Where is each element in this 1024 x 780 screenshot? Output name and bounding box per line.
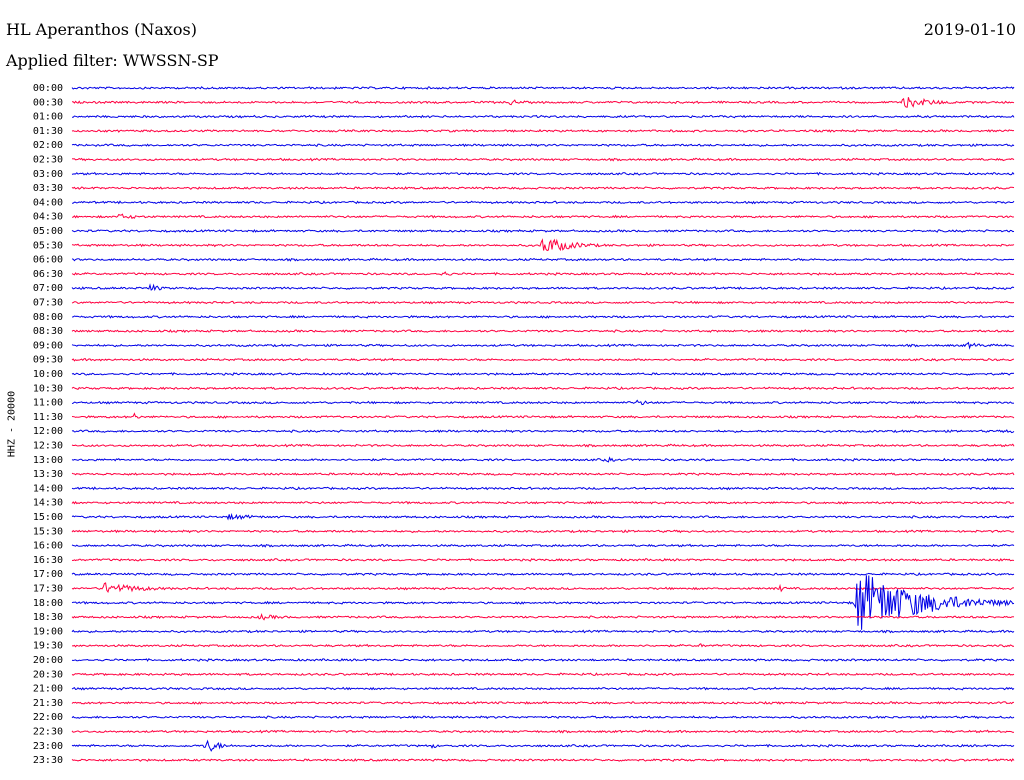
row-label-0830: 08:30 bbox=[33, 326, 63, 337]
row-label-1900: 19:00 bbox=[33, 626, 63, 637]
row-label-0500: 05:00 bbox=[33, 226, 63, 237]
trace-2000 bbox=[71, 658, 1015, 662]
trace-1900 bbox=[71, 629, 1015, 634]
row-label-2330: 23:30 bbox=[33, 755, 63, 766]
trace-1700 bbox=[71, 572, 1015, 577]
row-label-0800: 08:00 bbox=[33, 312, 63, 323]
row-label-0700: 07:00 bbox=[33, 283, 63, 294]
trace-1600 bbox=[71, 543, 1015, 548]
trace-1530 bbox=[71, 529, 1015, 534]
row-label-1800: 18:00 bbox=[33, 598, 63, 609]
row-label-1430: 14:30 bbox=[33, 498, 63, 509]
row-label-0630: 06:30 bbox=[33, 269, 63, 280]
row-label-1930: 19:30 bbox=[33, 641, 63, 652]
trace-1930 bbox=[71, 643, 1015, 648]
row-label-2200: 22:00 bbox=[33, 712, 63, 723]
row-label-2230: 22:30 bbox=[33, 727, 63, 738]
row-label-2000: 20:00 bbox=[33, 655, 63, 666]
trace-0730 bbox=[71, 300, 1015, 305]
row-label-1530: 15:30 bbox=[33, 526, 63, 537]
trace-1300 bbox=[71, 456, 1015, 463]
row-label-0900: 09:00 bbox=[33, 340, 63, 351]
row-label-2030: 20:30 bbox=[33, 669, 63, 680]
trace-1200 bbox=[71, 429, 1015, 434]
trace-0500 bbox=[71, 229, 1015, 233]
row-label-2300: 23:00 bbox=[33, 741, 63, 752]
trace-1130 bbox=[71, 412, 1015, 419]
row-label-1000: 10:00 bbox=[33, 369, 63, 380]
row-label-1500: 15:00 bbox=[33, 512, 63, 523]
row-label-0600: 06:00 bbox=[33, 255, 63, 266]
trace-2300 bbox=[71, 739, 1015, 752]
trace-1800 bbox=[71, 575, 1015, 630]
trace-0230 bbox=[71, 157, 1015, 162]
trace-1000 bbox=[71, 372, 1015, 376]
trace-0630 bbox=[71, 271, 1015, 276]
row-label-0000: 00:00 bbox=[33, 83, 63, 94]
row-label-1230: 12:30 bbox=[33, 441, 63, 452]
trace-2100 bbox=[71, 686, 1015, 691]
row-label-0330: 03:30 bbox=[33, 183, 63, 194]
trace-2230 bbox=[71, 729, 1015, 734]
trace-0530 bbox=[71, 238, 1015, 252]
trace-1230 bbox=[71, 443, 1015, 448]
station-title: HL Aperanthos (Naxos) bbox=[6, 20, 197, 39]
row-label-0430: 04:30 bbox=[33, 212, 63, 223]
row-label-0030: 00:30 bbox=[33, 97, 63, 108]
row-label-2100: 21:00 bbox=[33, 684, 63, 695]
trace-0430 bbox=[71, 213, 1015, 220]
trace-1030 bbox=[71, 386, 1015, 391]
trace-1430 bbox=[71, 500, 1015, 505]
trace-0930 bbox=[71, 357, 1015, 362]
trace-0900 bbox=[71, 341, 1015, 350]
trace-0100 bbox=[72, 114, 1015, 119]
row-label-0930: 09:30 bbox=[33, 355, 63, 366]
row-label-1730: 17:30 bbox=[33, 584, 63, 595]
row-label-1700: 17:00 bbox=[33, 569, 63, 580]
row-label-1400: 14:00 bbox=[33, 483, 63, 494]
trace-0800 bbox=[71, 314, 1015, 319]
row-label-1100: 11:00 bbox=[33, 398, 63, 409]
row-label-1030: 10:30 bbox=[33, 383, 63, 394]
date-label: 2019-01-10 bbox=[923, 20, 1016, 39]
row-label-1830: 18:30 bbox=[33, 612, 63, 623]
trace-0200 bbox=[71, 143, 1015, 148]
trace-1830 bbox=[71, 612, 1015, 621]
row-label-1330: 13:30 bbox=[33, 469, 63, 480]
row-label-1630: 16:30 bbox=[33, 555, 63, 566]
trace-1100 bbox=[71, 399, 1015, 406]
row-label-0200: 02:00 bbox=[33, 140, 63, 151]
trace-2130 bbox=[71, 700, 1014, 705]
trace-0000 bbox=[71, 86, 1015, 90]
trace-0330 bbox=[71, 186, 1015, 190]
trace-0030 bbox=[72, 97, 1015, 108]
trace-0700 bbox=[71, 283, 1015, 292]
trace-0300 bbox=[71, 171, 1015, 176]
row-label-1600: 16:00 bbox=[33, 541, 63, 552]
row-label-0530: 05:30 bbox=[33, 240, 63, 251]
row-label-0230: 02:30 bbox=[33, 155, 63, 166]
row-label-0400: 04:00 bbox=[33, 197, 63, 208]
row-label-2130: 21:30 bbox=[33, 698, 63, 709]
trace-0400 bbox=[71, 200, 1015, 205]
trace-0130 bbox=[71, 128, 1015, 133]
row-label-1300: 13:00 bbox=[33, 455, 63, 466]
trace-2330 bbox=[71, 758, 1015, 763]
row-label-0130: 01:30 bbox=[33, 126, 63, 137]
trace-1630 bbox=[71, 557, 1015, 562]
trace-2200 bbox=[71, 715, 1015, 720]
filter-label: Applied filter: WWSSN-SP bbox=[6, 51, 219, 70]
trace-0830 bbox=[71, 329, 1015, 334]
row-label-0100: 01:00 bbox=[33, 112, 63, 123]
row-label-0300: 03:00 bbox=[33, 169, 63, 180]
trace-1400 bbox=[71, 486, 1015, 491]
row-label-0730: 07:30 bbox=[33, 298, 63, 309]
trace-0600 bbox=[71, 257, 1015, 262]
row-label-1130: 11:30 bbox=[33, 412, 63, 423]
trace-1330 bbox=[71, 472, 1015, 476]
trace-1500 bbox=[71, 512, 1015, 521]
trace-2030 bbox=[71, 672, 1015, 677]
row-label-1200: 12:00 bbox=[33, 426, 63, 437]
